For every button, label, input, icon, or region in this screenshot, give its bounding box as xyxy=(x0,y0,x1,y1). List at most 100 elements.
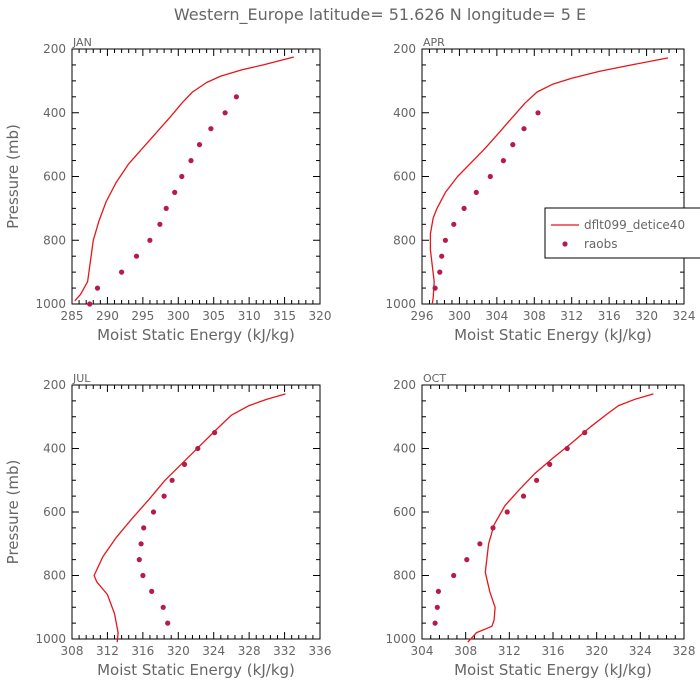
raobs-point xyxy=(520,493,527,499)
y-tick-label: 800 xyxy=(393,233,416,247)
x-tick-label: 328 xyxy=(238,644,261,658)
raobs-point xyxy=(477,541,483,547)
raobs-point xyxy=(490,525,496,531)
y-tick-label: 400 xyxy=(393,442,416,456)
x-tick-label: 308 xyxy=(523,309,546,323)
x-tick-label: 315 xyxy=(273,309,296,323)
y-tick-label: 1000 xyxy=(35,632,66,646)
x-tick-label: 308 xyxy=(61,644,84,658)
x-tick-label: 310 xyxy=(238,309,261,323)
y-tick-label: 600 xyxy=(393,170,416,184)
raobs-point xyxy=(535,110,541,116)
model-profile-line xyxy=(429,57,669,305)
y-tick-label: 200 xyxy=(43,42,66,56)
y-tick-label: 1000 xyxy=(35,297,66,311)
y-tick-label: 1000 xyxy=(385,632,416,646)
raobs-point xyxy=(500,158,506,164)
raobs-point xyxy=(119,269,125,275)
raobs-point xyxy=(434,604,440,610)
x-tick-label: 312 xyxy=(498,644,521,658)
raobs-point xyxy=(196,142,203,148)
x-axis-label: Moist Static Energy (kJ/kg) xyxy=(454,326,652,344)
raobs-point xyxy=(140,572,146,579)
raobs-point xyxy=(432,620,438,626)
raobs-point xyxy=(521,126,527,132)
model-profile-line xyxy=(74,56,294,302)
y-tick-label: 800 xyxy=(43,233,66,247)
raobs-point xyxy=(432,285,438,291)
raobs-point xyxy=(564,445,570,452)
x-tick-label: 304 xyxy=(485,309,508,323)
y-axis-label: Pressure (mb) xyxy=(4,460,22,565)
x-axis-label: Moist Static Energy (kJ/kg) xyxy=(97,661,295,679)
y-tick-label: 800 xyxy=(393,569,416,583)
y-tick-label: 200 xyxy=(43,378,66,392)
raobs-point xyxy=(165,620,171,626)
raobs-point xyxy=(141,525,147,531)
x-tick-label: 320 xyxy=(309,309,332,323)
x-tick-label: 290 xyxy=(96,309,119,323)
x-tick-label: 328 xyxy=(673,644,696,658)
raobs-point xyxy=(195,445,201,452)
raobs-point xyxy=(138,541,144,547)
x-axis-label: Moist Static Energy (kJ/kg) xyxy=(97,326,295,344)
raobs-point xyxy=(487,173,493,180)
x-tick-label: 320 xyxy=(635,309,658,323)
raobs-point xyxy=(94,285,101,291)
y-tick-label: 400 xyxy=(43,106,66,120)
raobs-point xyxy=(149,588,155,595)
panel-jul: 308 312 316 320 324 328 332 336 200 400 600 800 1000… xyxy=(4,372,331,679)
raobs-point xyxy=(547,461,553,467)
x-axis-label: Moist Static Energy (kJ/kg) xyxy=(454,661,652,679)
raobs-point xyxy=(439,253,445,259)
y-tick-label: 200 xyxy=(393,378,416,392)
y-tick-label: 200 xyxy=(393,42,416,56)
legend-label-raobs: raobs xyxy=(584,237,618,251)
y-tick-label: 600 xyxy=(43,505,66,519)
model-profile-line xyxy=(467,393,654,643)
x-tick-label: 316 xyxy=(598,309,621,323)
legend-label-model: dflt099_detice40 xyxy=(584,218,685,232)
raobs-point xyxy=(172,189,178,195)
raobs-point xyxy=(147,237,153,243)
y-tick-label: 1000 xyxy=(385,297,416,311)
y-tick-label: 400 xyxy=(393,106,416,120)
panel-frame xyxy=(421,48,685,305)
raobs-point xyxy=(181,461,188,467)
raobs-point xyxy=(582,430,588,436)
panel-frame xyxy=(71,48,321,305)
raobs-point xyxy=(473,189,479,195)
raobs-point xyxy=(160,604,166,610)
panel-oct: 304 308 312 316 320 324 328 200 400 600 800 1000 OCT… xyxy=(385,372,695,679)
x-tick-label: 324 xyxy=(629,644,652,658)
panels: 285 290 295 300 305 310 315 320 200 400 600 800 1000… xyxy=(4,36,695,679)
legend-box xyxy=(544,207,700,259)
raobs-point xyxy=(150,509,157,515)
panel-apr: 296 300 304 308 312 316 320 324 200 400 600 800 1000… xyxy=(385,36,695,344)
raobs-point xyxy=(461,205,467,211)
raobs-point xyxy=(188,158,194,164)
x-tick-label: 296 xyxy=(411,309,434,323)
x-tick-label: 316 xyxy=(131,644,154,658)
panel-label-jan: JAN xyxy=(72,36,92,49)
panel-label-oct: OCT xyxy=(423,372,446,385)
legend-marker-swatch xyxy=(562,241,568,247)
panel-label-jul: JUL xyxy=(72,372,91,385)
raobs-point xyxy=(442,237,448,243)
raobs-point xyxy=(157,221,163,227)
x-tick-label: 295 xyxy=(131,309,154,323)
raobs-point xyxy=(133,253,140,259)
raobs-point xyxy=(435,588,441,595)
x-tick-label: 300 xyxy=(448,309,471,323)
raobs-point xyxy=(510,142,516,148)
x-tick-label: 285 xyxy=(61,309,84,323)
raobs-point xyxy=(451,572,457,579)
y-tick-label: 800 xyxy=(43,569,66,583)
raobs-point xyxy=(169,477,175,483)
x-tick-label: 300 xyxy=(167,309,190,323)
x-tick-label: 312 xyxy=(560,309,583,323)
x-tick-label: 336 xyxy=(309,644,332,658)
raobs-point xyxy=(161,493,167,499)
